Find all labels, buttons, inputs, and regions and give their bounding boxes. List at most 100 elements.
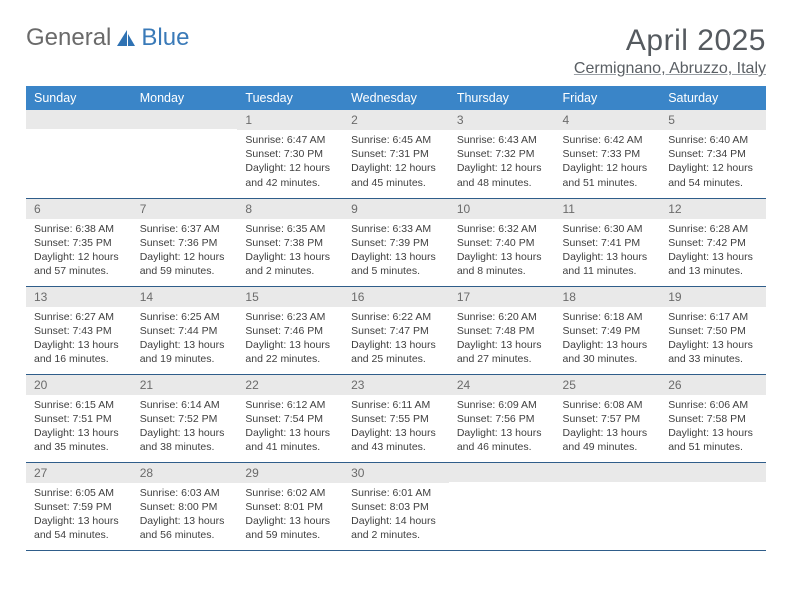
calendar-cell: 15Sunrise: 6:23 AMSunset: 7:46 PMDayligh… — [237, 286, 343, 374]
calendar-body: 1Sunrise: 6:47 AMSunset: 7:30 PMDaylight… — [26, 110, 766, 550]
day-number: 4 — [555, 110, 661, 130]
calendar-page: General Blue April 2025 Cermignano, Abru… — [0, 0, 792, 575]
day-details: Sunrise: 6:27 AMSunset: 7:43 PMDaylight:… — [26, 307, 132, 373]
daylight-line: Daylight: 13 hours and 43 minutes. — [351, 426, 441, 454]
location-label: Cermignano, Abruzzo, Italy — [574, 60, 766, 78]
daylight-line: Daylight: 13 hours and 33 minutes. — [668, 338, 758, 366]
calendar-cell: 18Sunrise: 6:18 AMSunset: 7:49 PMDayligh… — [555, 286, 661, 374]
calendar-cell: 4Sunrise: 6:42 AMSunset: 7:33 PMDaylight… — [555, 110, 661, 198]
calendar-cell: 27Sunrise: 6:05 AMSunset: 7:59 PMDayligh… — [26, 462, 132, 550]
sunset-line: Sunset: 7:55 PM — [351, 412, 441, 426]
day-number: 6 — [26, 199, 132, 219]
calendar-cell: 10Sunrise: 6:32 AMSunset: 7:40 PMDayligh… — [449, 198, 555, 286]
daylight-line: Daylight: 13 hours and 11 minutes. — [563, 250, 653, 278]
sunset-line: Sunset: 7:52 PM — [140, 412, 230, 426]
sunset-line: Sunset: 7:30 PM — [245, 147, 335, 161]
sunrise-line: Sunrise: 6:30 AM — [563, 222, 653, 236]
daylight-line: Daylight: 13 hours and 38 minutes. — [140, 426, 230, 454]
sunset-line: Sunset: 7:35 PM — [34, 236, 124, 250]
sunset-line: Sunset: 7:36 PM — [140, 236, 230, 250]
day-details: Sunrise: 6:02 AMSunset: 8:01 PMDaylight:… — [237, 483, 343, 549]
calendar-cell: 13Sunrise: 6:27 AMSunset: 7:43 PMDayligh… — [26, 286, 132, 374]
day-details: Sunrise: 6:06 AMSunset: 7:58 PMDaylight:… — [660, 395, 766, 461]
day-number: 17 — [449, 287, 555, 307]
day-number: 7 — [132, 199, 238, 219]
sunset-line: Sunset: 7:44 PM — [140, 324, 230, 338]
day-number: 28 — [132, 463, 238, 483]
sunrise-line: Sunrise: 6:35 AM — [245, 222, 335, 236]
daylight-line: Daylight: 13 hours and 41 minutes. — [245, 426, 335, 454]
day-number: 20 — [26, 375, 132, 395]
day-number: 29 — [237, 463, 343, 483]
day-number: 11 — [555, 199, 661, 219]
sunrise-line: Sunrise: 6:32 AM — [457, 222, 547, 236]
daylight-line: Daylight: 12 hours and 59 minutes. — [140, 250, 230, 278]
title-block: April 2025 Cermignano, Abruzzo, Italy — [574, 24, 766, 78]
brand-logo: General Blue — [26, 24, 189, 52]
calendar-cell-empty — [555, 462, 661, 550]
day-details: Sunrise: 6:30 AMSunset: 7:41 PMDaylight:… — [555, 219, 661, 285]
day-details: Sunrise: 6:01 AMSunset: 8:03 PMDaylight:… — [343, 483, 449, 549]
day-details: Sunrise: 6:08 AMSunset: 7:57 PMDaylight:… — [555, 395, 661, 461]
daylight-line: Daylight: 12 hours and 51 minutes. — [563, 161, 653, 189]
day-number: 16 — [343, 287, 449, 307]
day-details: Sunrise: 6:40 AMSunset: 7:34 PMDaylight:… — [660, 130, 766, 196]
day-details: Sunrise: 6:42 AMSunset: 7:33 PMDaylight:… — [555, 130, 661, 196]
day-details: Sunrise: 6:33 AMSunset: 7:39 PMDaylight:… — [343, 219, 449, 285]
calendar-cell: 20Sunrise: 6:15 AMSunset: 7:51 PMDayligh… — [26, 374, 132, 462]
sunrise-line: Sunrise: 6:23 AM — [245, 310, 335, 324]
daylight-line: Daylight: 14 hours and 2 minutes. — [351, 514, 441, 542]
sunset-line: Sunset: 7:31 PM — [351, 147, 441, 161]
sunrise-line: Sunrise: 6:20 AM — [457, 310, 547, 324]
calendar-cell: 23Sunrise: 6:11 AMSunset: 7:55 PMDayligh… — [343, 374, 449, 462]
calendar-cell: 5Sunrise: 6:40 AMSunset: 7:34 PMDaylight… — [660, 110, 766, 198]
day-details: Sunrise: 6:12 AMSunset: 7:54 PMDaylight:… — [237, 395, 343, 461]
sunset-line: Sunset: 7:32 PM — [457, 147, 547, 161]
calendar-cell: 3Sunrise: 6:43 AMSunset: 7:32 PMDaylight… — [449, 110, 555, 198]
calendar-cell: 12Sunrise: 6:28 AMSunset: 7:42 PMDayligh… — [660, 198, 766, 286]
sunset-line: Sunset: 7:58 PM — [668, 412, 758, 426]
sunset-line: Sunset: 7:51 PM — [34, 412, 124, 426]
day-number: 5 — [660, 110, 766, 130]
sunrise-line: Sunrise: 6:28 AM — [668, 222, 758, 236]
calendar-row: 20Sunrise: 6:15 AMSunset: 7:51 PMDayligh… — [26, 374, 766, 462]
daylight-line: Daylight: 13 hours and 25 minutes. — [351, 338, 441, 366]
day-details: Sunrise: 6:22 AMSunset: 7:47 PMDaylight:… — [343, 307, 449, 373]
calendar-table: SundayMondayTuesdayWednesdayThursdayFrid… — [26, 86, 766, 551]
day-details: Sunrise: 6:25 AMSunset: 7:44 PMDaylight:… — [132, 307, 238, 373]
sunset-line: Sunset: 8:01 PM — [245, 500, 335, 514]
weekday-header: Wednesday — [343, 86, 449, 110]
sunrise-line: Sunrise: 6:22 AM — [351, 310, 441, 324]
sunrise-line: Sunrise: 6:27 AM — [34, 310, 124, 324]
sunrise-line: Sunrise: 6:18 AM — [563, 310, 653, 324]
calendar-cell: 25Sunrise: 6:08 AMSunset: 7:57 PMDayligh… — [555, 374, 661, 462]
header-row: General Blue April 2025 Cermignano, Abru… — [26, 24, 766, 78]
calendar-cell: 19Sunrise: 6:17 AMSunset: 7:50 PMDayligh… — [660, 286, 766, 374]
daylight-line: Daylight: 13 hours and 27 minutes. — [457, 338, 547, 366]
day-number: 1 — [237, 110, 343, 130]
sunset-line: Sunset: 7:33 PM — [563, 147, 653, 161]
day-details: Sunrise: 6:03 AMSunset: 8:00 PMDaylight:… — [132, 483, 238, 549]
sunrise-line: Sunrise: 6:03 AM — [140, 486, 230, 500]
sunset-line: Sunset: 7:54 PM — [245, 412, 335, 426]
daylight-line: Daylight: 13 hours and 35 minutes. — [34, 426, 124, 454]
daylight-line: Daylight: 12 hours and 57 minutes. — [34, 250, 124, 278]
day-details: Sunrise: 6:05 AMSunset: 7:59 PMDaylight:… — [26, 483, 132, 549]
day-number: 24 — [449, 375, 555, 395]
sunrise-line: Sunrise: 6:33 AM — [351, 222, 441, 236]
sunset-line: Sunset: 7:39 PM — [351, 236, 441, 250]
sail-icon — [115, 28, 137, 48]
sunset-line: Sunset: 8:00 PM — [140, 500, 230, 514]
daylight-line: Daylight: 13 hours and 13 minutes. — [668, 250, 758, 278]
calendar-cell: 30Sunrise: 6:01 AMSunset: 8:03 PMDayligh… — [343, 462, 449, 550]
day-number: 27 — [26, 463, 132, 483]
calendar-row: 27Sunrise: 6:05 AMSunset: 7:59 PMDayligh… — [26, 462, 766, 550]
day-details: Sunrise: 6:14 AMSunset: 7:52 PMDaylight:… — [132, 395, 238, 461]
day-number: 8 — [237, 199, 343, 219]
sunrise-line: Sunrise: 6:14 AM — [140, 398, 230, 412]
calendar-cell: 2Sunrise: 6:45 AMSunset: 7:31 PMDaylight… — [343, 110, 449, 198]
sunrise-line: Sunrise: 6:08 AM — [563, 398, 653, 412]
day-details: Sunrise: 6:17 AMSunset: 7:50 PMDaylight:… — [660, 307, 766, 373]
sunset-line: Sunset: 7:49 PM — [563, 324, 653, 338]
calendar-cell-empty — [26, 110, 132, 198]
